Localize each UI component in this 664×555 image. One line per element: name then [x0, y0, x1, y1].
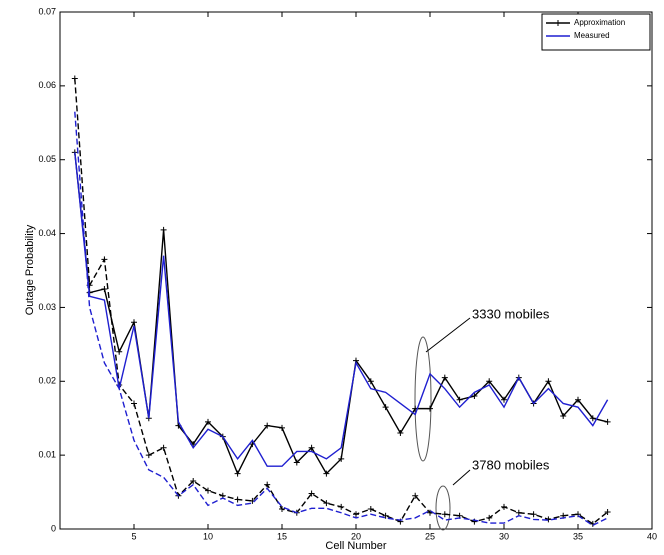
point-marker	[308, 444, 315, 451]
point-marker	[323, 470, 330, 477]
point-marker	[604, 509, 611, 516]
point-marker	[382, 512, 389, 519]
point-marker	[545, 378, 552, 385]
annotation: 3330 mobiles	[472, 306, 550, 321]
y-axis-label: Outage Probability	[24, 224, 36, 315]
y-tick-label: 0.05	[38, 154, 56, 164]
x-tick-label: 35	[573, 531, 583, 541]
y-tick-label: 0.01	[38, 450, 56, 460]
point-marker	[145, 452, 152, 459]
x-tick-label: 30	[499, 531, 509, 541]
point-marker	[131, 319, 137, 326]
y-tick-label: 0	[51, 523, 56, 533]
x-axis-label: Cell Number	[325, 540, 386, 552]
point-marker	[441, 511, 448, 518]
point-marker	[397, 429, 404, 436]
legend-label: Measured	[574, 31, 610, 40]
annotation: 3780 mobiles	[472, 457, 550, 472]
y-tick-label: 0.02	[38, 376, 56, 386]
point-marker	[308, 490, 315, 497]
point-marker	[279, 424, 285, 431]
annotation-ellipse	[414, 336, 432, 462]
point-marker	[575, 396, 581, 403]
legend-marker	[555, 20, 561, 26]
point-marker	[486, 514, 493, 521]
point-marker	[560, 412, 567, 419]
point-marker	[264, 422, 271, 429]
series-line	[74, 111, 608, 527]
point-marker	[279, 506, 285, 513]
x-tick-label: 20	[351, 531, 361, 541]
point-marker	[441, 374, 448, 381]
point-marker	[367, 378, 374, 385]
point-marker	[530, 511, 537, 518]
x-tick-label: 15	[277, 531, 287, 541]
point-marker	[264, 481, 271, 488]
point-marker	[412, 492, 419, 499]
plot-frame	[59, 11, 653, 530]
point-marker	[234, 496, 241, 503]
point-marker	[427, 405, 433, 412]
y-tick-label: 0.03	[38, 302, 56, 312]
x-tick-label: 10	[203, 531, 213, 541]
point-marker	[205, 418, 211, 425]
y-tick-label: 0.07	[38, 6, 56, 16]
point-marker	[116, 348, 123, 355]
point-marker	[101, 256, 108, 263]
point-marker	[501, 396, 507, 403]
point-marker	[382, 404, 389, 411]
point-marker	[515, 509, 522, 516]
annotation-ellipse	[435, 485, 451, 531]
point-marker	[293, 459, 300, 466]
point-marker	[589, 415, 596, 422]
legend-label: Approximation	[574, 18, 625, 27]
series-line	[74, 152, 609, 467]
point-marker	[427, 509, 433, 516]
annotation-arrow	[425, 317, 471, 353]
point-marker	[353, 511, 359, 518]
point-marker	[501, 503, 507, 510]
legend-box	[541, 13, 651, 51]
point-marker	[367, 506, 374, 513]
x-tick-label: 40	[647, 531, 657, 541]
point-marker	[234, 470, 241, 477]
point-marker	[160, 226, 167, 233]
annotation-arrow	[452, 469, 471, 486]
y-tick-label: 0.04	[38, 228, 56, 238]
point-marker	[160, 444, 167, 451]
x-tick-label: 5	[131, 531, 136, 541]
point-marker	[471, 393, 478, 400]
point-marker	[338, 503, 345, 510]
point-marker	[323, 500, 330, 507]
point-marker	[486, 378, 493, 385]
point-marker	[205, 487, 211, 494]
point-marker	[131, 400, 137, 407]
point-marker	[190, 477, 197, 484]
point-marker	[101, 285, 108, 292]
point-marker	[338, 455, 345, 462]
point-marker	[456, 396, 463, 403]
point-marker	[604, 418, 611, 425]
y-tick-label: 0.06	[38, 80, 56, 90]
point-marker	[71, 75, 78, 82]
x-tick-label: 25	[425, 531, 435, 541]
